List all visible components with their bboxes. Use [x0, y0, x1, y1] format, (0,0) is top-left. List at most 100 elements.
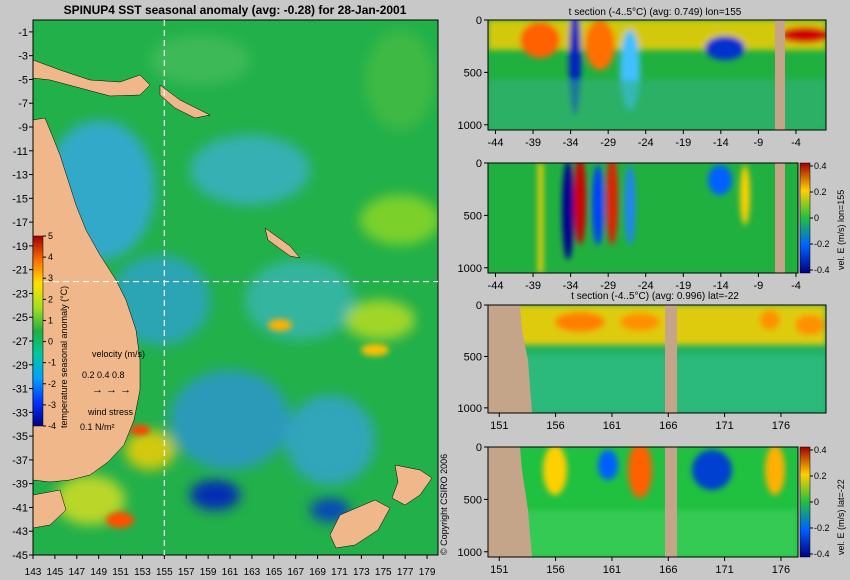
vel-colorbar-tick-label: -0.2 — [814, 239, 830, 249]
vel-colorbar-tick-label: 0.2 — [814, 187, 827, 197]
vel-colorbar-tick-label: -0.4 — [814, 549, 830, 559]
panel1-frame — [487, 19, 827, 131]
vel-colorbar-tick-label: 0.2 — [814, 471, 827, 481]
panel-x-tick-label: 156 — [546, 564, 564, 576]
panel-y-tick-label: 0 — [476, 300, 482, 312]
panel-x-tick-label: -44 — [488, 137, 504, 149]
panel-y-tick-label: 0 — [476, 158, 482, 170]
panel-x-tick-label: -44 — [488, 280, 504, 292]
map-title: SPINUP4 SST seasonal anomaly (avg: -0.28… — [64, 3, 407, 17]
map-y-tick-label: -23 — [12, 288, 28, 300]
panel-y-tick-label: 0 — [476, 442, 482, 454]
map-x-tick-label: 173 — [353, 567, 370, 578]
panel-x-tick-label: -4 — [791, 137, 801, 149]
panel-x-tick-label: -19 — [675, 137, 691, 149]
vel-colorbar-tick-label: -0.4 — [814, 265, 830, 275]
panel-y-tick-label: 500 — [464, 494, 482, 506]
sst-colorbar-tick-label: 5 — [48, 231, 53, 241]
sst-colorbar-tick-label: -2 — [48, 379, 56, 389]
map-y-tick-label: -11 — [13, 146, 28, 158]
new-caledonia-land — [264, 227, 301, 259]
vel-colorbar-tick-label: 0 — [814, 213, 819, 223]
vel-colorbar-tick-label: 0.4 — [814, 445, 827, 455]
panel-y-tick-label: 1000 — [458, 120, 482, 132]
panel-y-tick-label: 0 — [476, 15, 482, 27]
panel-x-tick-label: -14 — [713, 137, 729, 149]
sst-colorbar-tick-label: 2 — [48, 294, 53, 304]
panel1-title: t section (-4..5°C) (avg: 0.749) lon=155 — [569, 7, 742, 18]
tasmania-land — [33, 489, 67, 529]
sst-colorbar-tick-label: 4 — [48, 252, 53, 262]
panel-x-tick-label: 151 — [490, 564, 508, 576]
velocity-legend-values: 0.2 0.4 0.8 — [82, 370, 125, 380]
panel-x-tick-label: -29 — [600, 280, 616, 292]
map-x-tick-label: 143 — [25, 567, 42, 578]
map-x-tick-label: 147 — [68, 567, 85, 578]
panel-x-tick-label: -24 — [638, 280, 654, 292]
panel2-field — [488, 163, 798, 273]
panel4-field — [488, 447, 798, 557]
panel3-ticks: 151 156 161 166 171 176 0 500 1000 — [458, 300, 791, 432]
velocity-legend-label: velocity (m/s) — [92, 349, 145, 359]
velocity-arrows-icon: → → → — [92, 384, 131, 396]
panel-y-tick-label: 500 — [464, 351, 482, 363]
panel4-colorbar — [799, 446, 811, 558]
wind-stress-label: wind stress — [87, 407, 134, 417]
map-y-tick-label: -1 — [18, 27, 28, 39]
map-y-tick-label: -33 — [12, 407, 28, 419]
sst-colorbar-tick-label: -1 — [48, 358, 56, 368]
sst-colorbar-tick-label: 3 — [48, 273, 53, 283]
panel-x-tick-label: 161 — [603, 420, 621, 432]
panel-x-tick-label: 171 — [715, 564, 733, 576]
panel-x-tick-label: -19 — [675, 280, 691, 292]
panel-x-tick-label: -34 — [563, 137, 579, 149]
panel-x-tick-label: -34 — [563, 280, 579, 292]
vel-colorbar-tick-label: 0 — [814, 497, 819, 507]
map-y-tick-label: -15 — [12, 193, 28, 205]
map-y-tick-label: -9 — [18, 122, 28, 134]
new-zealand-south-land — [329, 499, 391, 549]
panel-y-tick-label: 1000 — [458, 403, 482, 415]
panel1-field — [488, 20, 826, 130]
map-x-tick-label: 155 — [156, 567, 173, 578]
vel-colorbar-tick-label: 0.4 — [814, 161, 827, 171]
panel-x-tick-label: 166 — [659, 564, 677, 576]
sst-colorbar-tick-label: -3 — [48, 400, 56, 410]
map-y-tick-label: -3 — [18, 51, 28, 63]
panel2-colorbar-ticks: 0.4 0.2 0 -0.2 -0.4 — [810, 161, 830, 275]
map-y-tick-label: -41 — [12, 502, 28, 514]
panel4-colorbar-label: vel. E (m/s) lat=-22 — [836, 479, 846, 555]
wind-stress-value: 0.1 N/m² — [80, 422, 115, 432]
panel2-ticks: -44 -39 -34 -29 -24 -19 -14 -9 -4 0 500 1000 — [458, 158, 801, 292]
map-x-tick-label: 153 — [134, 567, 151, 578]
map-x-tick-label: 159 — [200, 567, 217, 578]
panel3-title: t section (-4..5°C) (avg: 0.996) lat=-22 — [571, 291, 739, 302]
map-y-tick-label: -37 — [12, 455, 28, 467]
panel4-ticks: 151 156 161 166 171 176 0 500 1000 — [458, 442, 791, 576]
panel-x-tick-label: -4 — [791, 280, 801, 292]
map-x-tick-label: 175 — [375, 567, 392, 578]
panel-x-tick-label: 166 — [659, 420, 677, 432]
new-britain-land — [159, 84, 211, 119]
panel-x-tick-label: -9 — [754, 137, 764, 149]
panel-x-tick-label: -9 — [754, 280, 764, 292]
panel1-ticks: -44 -39 -34 -29 -24 -19 -14 -9 -4 0 500 1000 — [458, 15, 801, 149]
panel-x-tick-label: -24 — [638, 137, 654, 149]
sst-colorbar-tick-label: -4 — [48, 421, 56, 431]
map-x-tick-label: 151 — [112, 567, 129, 578]
map-x-tick-label: 177 — [397, 567, 414, 578]
panel-y-tick-label: 1000 — [458, 263, 482, 275]
map-y-tick-label: -45 — [12, 550, 28, 562]
map-y-tick-label: -27 — [12, 336, 28, 348]
new-zealand-north-land — [391, 464, 433, 506]
map-x-tick-label: 157 — [178, 567, 195, 578]
vel-colorbar-tick-label: -0.2 — [814, 523, 830, 533]
map-x-tick-label: 179 — [419, 567, 436, 578]
panel-x-tick-label: 176 — [772, 564, 790, 576]
panel-x-tick-label: 151 — [490, 420, 508, 432]
map-x-tick-label: 165 — [265, 567, 282, 578]
map-y-tick-label: -43 — [12, 526, 28, 538]
map-x-tick-labels: 143 145 147 149 151 153 155 157 159 161 163 165 167 1… — [25, 555, 436, 578]
map-y-tick-label: -17 — [12, 217, 28, 229]
map-y-tick-label: -25 — [12, 312, 28, 324]
